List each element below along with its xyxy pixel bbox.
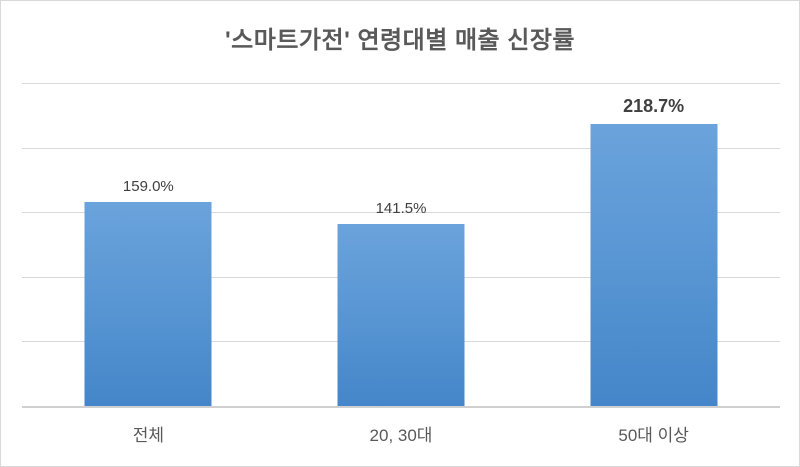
- x-axis-labels: 전체 20, 30대 50대 이상: [22, 421, 780, 446]
- bar-column-0: 159.0%: [22, 84, 275, 407]
- bar-0: [84, 201, 212, 407]
- value-label-1: 141.5%: [375, 200, 427, 218]
- category-label-1: 20, 30대: [369, 426, 433, 445]
- gridline-150: [22, 212, 780, 214]
- category-label-2: 50대 이상: [618, 426, 689, 445]
- bar-2: [590, 124, 718, 407]
- chart-title: '스마트가전' 연령대별 매출 신장률: [224, 27, 576, 54]
- bar-column-1: 141.5%: [275, 84, 528, 407]
- bar-1: [337, 224, 465, 407]
- plot-area: 159.0% 141.5% 218.7%: [22, 83, 780, 408]
- bars-container: 159.0% 141.5% 218.7%: [22, 84, 780, 407]
- value-label-2: 218.7%: [623, 96, 685, 117]
- bar-column-2: 218.7%: [527, 84, 780, 407]
- x-axis-line: [22, 406, 780, 408]
- gridline-200: [22, 147, 780, 149]
- value-label-0: 159.0%: [122, 177, 174, 195]
- gridline-250: [22, 83, 780, 84]
- category-label-0: 전체: [132, 426, 164, 445]
